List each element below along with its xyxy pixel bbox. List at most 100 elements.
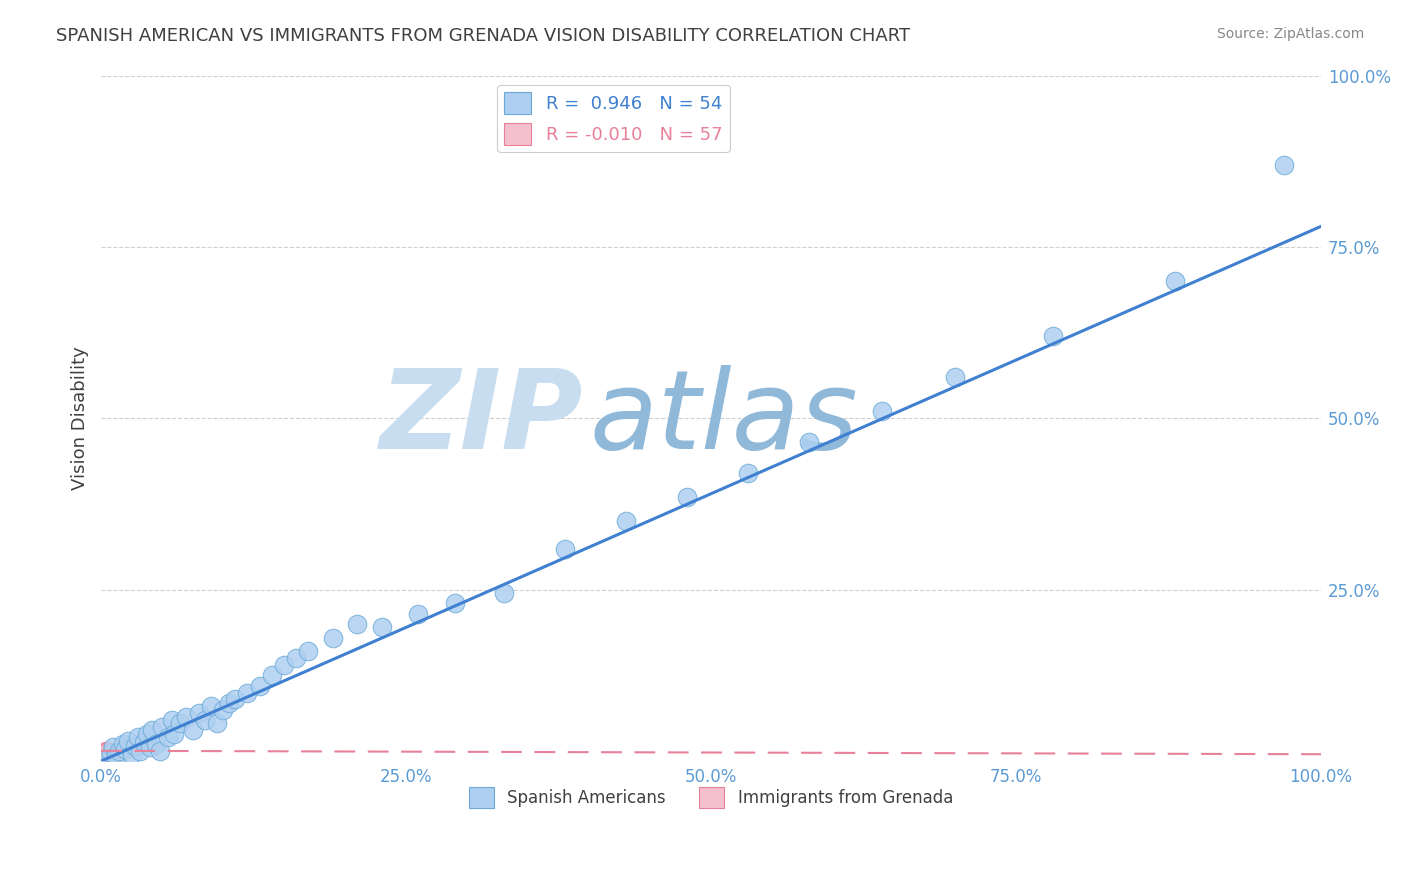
Point xyxy=(100,745,122,759)
Point xyxy=(97,744,120,758)
Point xyxy=(98,751,121,765)
Point xyxy=(249,679,271,693)
Point xyxy=(103,740,125,755)
Point xyxy=(444,596,467,610)
Point xyxy=(322,631,344,645)
Point xyxy=(96,749,118,764)
Point xyxy=(97,753,120,767)
Point xyxy=(145,737,167,751)
Point xyxy=(117,733,139,747)
Point xyxy=(139,740,162,755)
Point xyxy=(212,703,235,717)
Point xyxy=(492,586,515,600)
Point xyxy=(1163,274,1185,288)
Point xyxy=(141,723,163,738)
Point xyxy=(100,748,122,763)
Point xyxy=(675,490,697,504)
Point xyxy=(163,726,186,740)
Point xyxy=(100,752,122,766)
Point xyxy=(91,747,114,762)
Point xyxy=(94,744,117,758)
Point xyxy=(176,709,198,723)
Point xyxy=(870,404,893,418)
Point xyxy=(96,750,118,764)
Point xyxy=(97,750,120,764)
Point xyxy=(194,713,217,727)
Point xyxy=(121,747,143,762)
Point xyxy=(297,644,319,658)
Point xyxy=(93,747,115,762)
Point xyxy=(91,744,114,758)
Point xyxy=(94,750,117,764)
Point xyxy=(114,741,136,756)
Point xyxy=(1042,329,1064,343)
Point xyxy=(108,744,131,758)
Point xyxy=(797,435,820,450)
Point xyxy=(554,541,576,556)
Text: SPANISH AMERICAN VS IMMIGRANTS FROM GRENADA VISION DISABILITY CORRELATION CHART: SPANISH AMERICAN VS IMMIGRANTS FROM GREN… xyxy=(56,27,910,45)
Point xyxy=(187,706,209,720)
Point xyxy=(737,466,759,480)
Text: Source: ZipAtlas.com: Source: ZipAtlas.com xyxy=(1216,27,1364,41)
Point xyxy=(218,696,240,710)
Point xyxy=(93,743,115,757)
Point xyxy=(181,723,204,738)
Point xyxy=(94,750,117,764)
Point xyxy=(97,750,120,764)
Point xyxy=(93,753,115,767)
Point xyxy=(93,746,115,760)
Point xyxy=(150,720,173,734)
Point xyxy=(124,739,146,753)
Point xyxy=(205,716,228,731)
Point xyxy=(93,744,115,758)
Point xyxy=(91,746,114,760)
Point xyxy=(97,753,120,767)
Point xyxy=(104,748,127,763)
Point xyxy=(91,750,114,764)
Point xyxy=(96,752,118,766)
Point xyxy=(100,749,122,764)
Legend: Spanish Americans, Immigrants from Grenada: Spanish Americans, Immigrants from Grena… xyxy=(463,780,960,814)
Point xyxy=(285,651,308,665)
Y-axis label: Vision Disability: Vision Disability xyxy=(72,346,89,491)
Point xyxy=(943,370,966,384)
Point xyxy=(149,744,172,758)
Text: ZIP: ZIP xyxy=(380,365,583,472)
Point xyxy=(93,744,115,758)
Point xyxy=(98,749,121,764)
Text: atlas: atlas xyxy=(589,365,858,472)
Point xyxy=(112,737,135,751)
Point xyxy=(157,730,180,744)
Point xyxy=(93,743,115,757)
Point xyxy=(169,716,191,731)
Point xyxy=(96,752,118,766)
Point xyxy=(260,668,283,682)
Point xyxy=(370,620,392,634)
Point xyxy=(273,658,295,673)
Point xyxy=(96,751,118,765)
Point xyxy=(200,699,222,714)
Point xyxy=(94,747,117,762)
Point xyxy=(346,617,368,632)
Point xyxy=(127,730,149,744)
Point xyxy=(93,747,115,761)
Point xyxy=(236,685,259,699)
Point xyxy=(101,747,124,762)
Point xyxy=(97,747,120,762)
Point xyxy=(100,746,122,760)
Point xyxy=(93,743,115,757)
Point xyxy=(93,745,115,759)
Point xyxy=(93,747,115,762)
Point xyxy=(93,746,115,760)
Point xyxy=(98,748,121,763)
Point xyxy=(91,748,114,763)
Point xyxy=(93,749,115,764)
Point xyxy=(93,748,115,763)
Point xyxy=(91,750,114,764)
Point xyxy=(160,713,183,727)
Point xyxy=(91,746,114,760)
Point xyxy=(224,692,246,706)
Point xyxy=(93,747,115,762)
Point xyxy=(132,735,155,749)
Point xyxy=(98,751,121,765)
